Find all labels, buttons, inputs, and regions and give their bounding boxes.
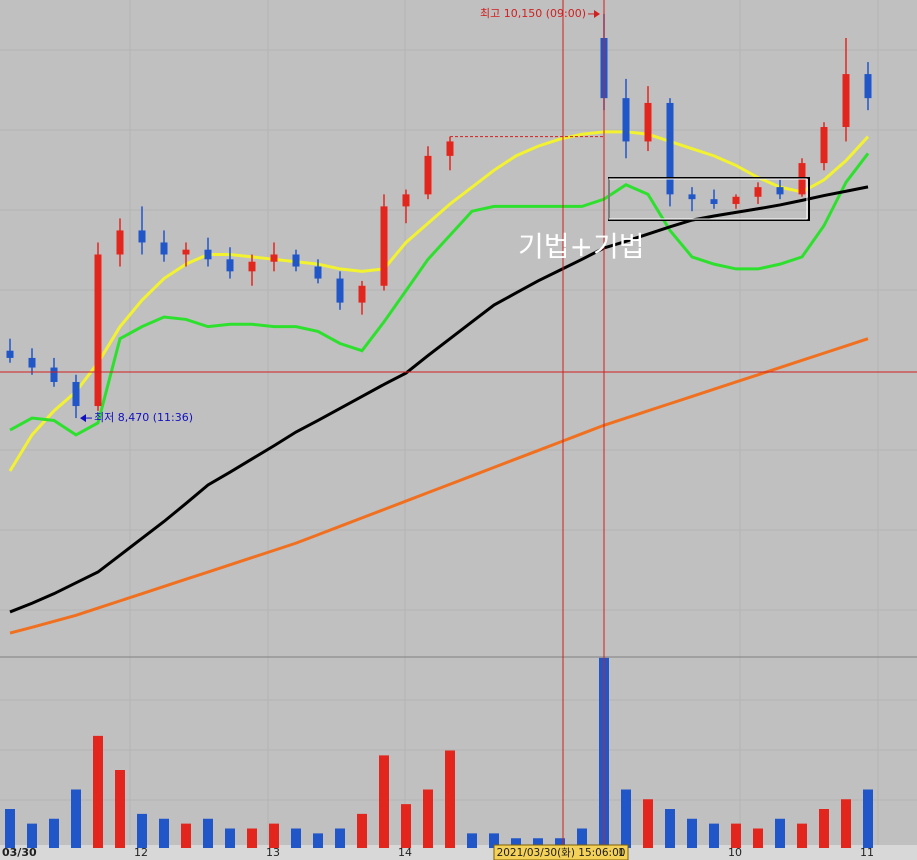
volume-bar xyxy=(621,789,631,848)
low-arrow-head xyxy=(80,414,86,423)
volume-bar xyxy=(269,823,279,848)
volume-bar xyxy=(423,789,433,848)
crosshair-label-box xyxy=(493,844,629,860)
volume-bar xyxy=(247,828,257,848)
volume-bar xyxy=(181,823,191,848)
volume-bar xyxy=(5,809,15,848)
volume-bar xyxy=(313,833,323,848)
candle-body xyxy=(424,155,432,195)
volume-bar xyxy=(797,823,807,848)
volume-bar xyxy=(203,818,213,848)
crosshair-label: 2021/03/30(화) 15:06:00 xyxy=(497,847,626,859)
candle-body xyxy=(226,259,234,272)
x-tick-label: 14 xyxy=(398,846,412,859)
candle-body xyxy=(94,254,102,407)
x-tick-label: 03/30 xyxy=(2,846,37,859)
candle-body xyxy=(6,350,14,358)
candle-body xyxy=(72,381,80,407)
candle-body xyxy=(402,194,410,207)
volume-bar xyxy=(511,838,521,848)
x-tick-label: 13 xyxy=(266,846,280,859)
volume-bar xyxy=(159,818,169,848)
volume-bar xyxy=(225,828,235,848)
candle-body xyxy=(666,102,674,195)
x-tick-label: 11 xyxy=(860,846,874,859)
candle-body xyxy=(160,242,168,255)
x-tick-label: 10 xyxy=(728,846,742,859)
volume-bar xyxy=(357,813,367,848)
candle-body xyxy=(204,249,212,260)
moving-average-line xyxy=(9,337,869,635)
volume-bar xyxy=(577,828,587,848)
candle-body xyxy=(358,285,366,303)
x-tick-label: 1 xyxy=(618,846,625,859)
candle-body xyxy=(776,187,784,195)
volume-bar xyxy=(71,789,81,848)
candle-body xyxy=(28,357,36,368)
volume-bar xyxy=(753,828,763,848)
candle-body xyxy=(842,74,850,128)
volume-bar xyxy=(665,809,675,848)
x-tick-label: 12 xyxy=(134,846,148,859)
candle-body xyxy=(446,141,454,156)
volume-bar xyxy=(401,804,411,848)
candle-body xyxy=(644,102,652,142)
volume-bar xyxy=(533,838,543,848)
volume-bar xyxy=(49,818,59,848)
volume-bar xyxy=(467,833,477,848)
plot: 최고 10,150 (09:00) 최저 8,470 (11:36) xyxy=(5,7,873,848)
candle-body xyxy=(116,230,124,255)
volume-bar xyxy=(291,828,301,848)
low-label: 최저 8,470 (11:36) xyxy=(94,411,193,424)
volume-bar xyxy=(93,735,103,848)
volume-bar xyxy=(489,833,499,848)
volume-bar xyxy=(335,828,345,848)
candle-body xyxy=(710,199,718,204)
candle-body xyxy=(50,367,58,382)
candle-body xyxy=(270,254,278,262)
moving-average-line xyxy=(9,185,869,614)
moving-average-line xyxy=(9,152,870,437)
pattern-label: 기법+기법 xyxy=(518,230,645,263)
volume-bar xyxy=(819,809,829,848)
volume-bar xyxy=(137,813,147,848)
candle-body xyxy=(182,249,190,255)
x-axis-strip xyxy=(0,845,917,860)
volume-bar xyxy=(687,818,697,848)
candle-body xyxy=(292,254,300,267)
high-label: 최고 10,150 (09:00) xyxy=(480,7,586,20)
candle-body xyxy=(380,206,388,286)
candle-body xyxy=(622,98,630,142)
candle-body xyxy=(754,187,762,197)
volume-bar xyxy=(731,823,741,848)
moving-average-line xyxy=(8,130,870,472)
high-arrow-head xyxy=(594,9,600,18)
volume-bar xyxy=(379,755,389,848)
candle-body xyxy=(688,194,696,200)
candle-body xyxy=(248,261,256,272)
volume-bar xyxy=(775,818,785,848)
volume-bar xyxy=(27,823,37,848)
candle-body xyxy=(138,230,146,243)
pattern-box-inner xyxy=(608,178,808,220)
candle-body xyxy=(314,266,322,279)
volume-bar xyxy=(115,770,125,848)
candle-body xyxy=(864,74,872,99)
volume-bar xyxy=(555,838,565,848)
volume-bar xyxy=(643,799,653,848)
candle-body xyxy=(732,196,740,204)
volume-bar xyxy=(445,750,455,848)
volume-bar xyxy=(841,799,851,848)
volume-bar xyxy=(863,789,873,848)
volume-bar xyxy=(709,823,719,848)
candle-body xyxy=(820,127,828,164)
candle-body xyxy=(336,278,344,303)
pattern-box xyxy=(608,177,810,221)
